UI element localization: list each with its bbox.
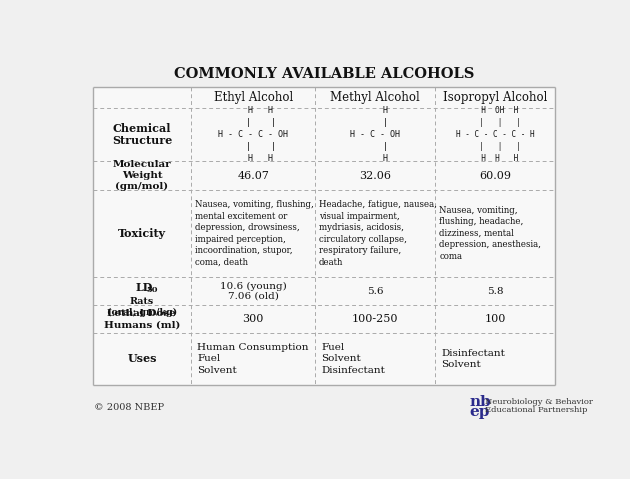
Text: 46.07: 46.07 (237, 171, 269, 181)
Text: 300: 300 (243, 314, 264, 324)
Text: H
    |
H - C - OH
    |
    H: H | H - C - OH | H (350, 106, 400, 162)
Text: Headache, fatigue, nausea,
visual impairment,
mydriasis, acidosis,
circulatory c: Headache, fatigue, nausea, visual impair… (319, 200, 437, 266)
Text: H   H
   |    |
H - C - C - OH
   |    |
   H   H: H H | | H - C - C - OH | | H H (218, 106, 288, 162)
Text: H  OH  H
  |   |   |
H - C - C - C - H
  |   |   |
  H  H   H: H OH H | | | H - C - C - C - H | | | H H… (456, 106, 535, 162)
Text: 60.09: 60.09 (479, 171, 512, 181)
Bar (93, 87, 556, 385)
Text: LD: LD (135, 282, 153, 293)
Text: 32.06: 32.06 (359, 171, 391, 181)
Text: Disinfectant
Solvent: Disinfectant Solvent (442, 349, 505, 369)
Text: 100-250: 100-250 (352, 314, 398, 324)
Text: Fuel
Solvent
Disinfectant: Fuel Solvent Disinfectant (321, 342, 385, 375)
Text: Nausea, vomiting, flushing,
mental excitement or
depression, drowsiness,
impaire: Nausea, vomiting, flushing, mental excit… (195, 200, 314, 266)
Text: 100: 100 (484, 314, 506, 324)
Text: Molecular
Weight
(gm/mol): Molecular Weight (gm/mol) (113, 160, 171, 191)
Text: 50: 50 (147, 285, 158, 294)
Text: Ethyl Alcohol: Ethyl Alcohol (214, 91, 293, 103)
Text: 5.8: 5.8 (487, 286, 503, 296)
Text: Toxicity: Toxicity (118, 228, 166, 239)
Text: COMMONLY AVAILABLE ALCOHOLS: COMMONLY AVAILABLE ALCOHOLS (174, 68, 474, 81)
Text: Chemical
Structure: Chemical Structure (112, 123, 172, 147)
Text: Rats
(oral; gm/kg): Rats (oral; gm/kg) (107, 297, 177, 317)
Text: Educational Partnership: Educational Partnership (485, 406, 587, 414)
Text: Human Consumption
Fuel
Solvent: Human Consumption Fuel Solvent (197, 342, 309, 375)
Text: ep: ep (469, 405, 490, 420)
Text: 5.6: 5.6 (367, 286, 384, 296)
Text: Isopropyl Alcohol: Isopropyl Alcohol (443, 91, 547, 103)
Text: Lethal Dose
Humans (ml): Lethal Dose Humans (ml) (104, 309, 180, 330)
Text: © 2008 NBEP: © 2008 NBEP (94, 403, 164, 412)
Text: Nausea, vomiting,
flushing, headache,
dizziness, mental
depression, anesthesia,
: Nausea, vomiting, flushing, headache, di… (439, 206, 541, 261)
Text: Uses: Uses (127, 354, 157, 365)
Text: Methyl Alcohol: Methyl Alcohol (330, 91, 420, 103)
Text: 10.6 (young)
7.06 (old): 10.6 (young) 7.06 (old) (220, 282, 287, 301)
Text: Neurobiology & Behavior: Neurobiology & Behavior (485, 398, 593, 406)
Text: nb: nb (469, 395, 491, 409)
